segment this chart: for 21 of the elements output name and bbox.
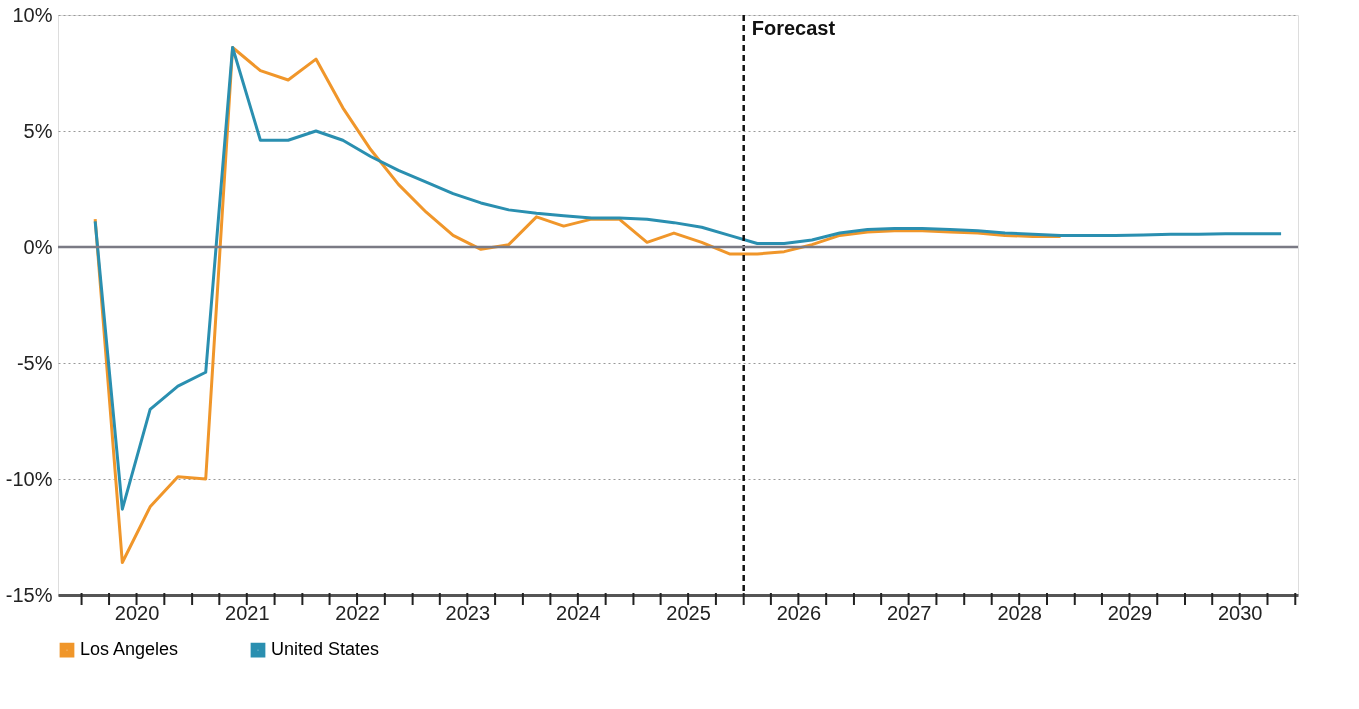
x-tick-label: 2020 bbox=[114, 601, 160, 624]
y-tick-label: 10% bbox=[12, 3, 53, 26]
x-tick-label: 2022 bbox=[335, 601, 380, 624]
x-tick-label: 2028 bbox=[997, 601, 1042, 624]
y-tick-label: -15% bbox=[5, 583, 53, 606]
y-tick-label: -5% bbox=[16, 351, 53, 374]
x-tick-label: 2024 bbox=[556, 601, 601, 624]
x-tick-label: 2030 bbox=[1217, 601, 1263, 624]
ref-line-label: Forecast bbox=[751, 17, 836, 39]
y-tick-label: -10% bbox=[5, 467, 53, 490]
y-tick-label: 5% bbox=[23, 119, 53, 142]
line-series bbox=[93, 45, 1283, 511]
x-tick-label: 2029 bbox=[1107, 601, 1153, 624]
x-tick-label: 2026 bbox=[776, 601, 822, 624]
legend-label: Los Angeles bbox=[80, 639, 179, 660]
y-tick-label: 0% bbox=[23, 235, 53, 258]
x-tick-label: 2027 bbox=[886, 601, 932, 624]
x-tick-label: 2021 bbox=[225, 601, 270, 624]
x-tick-label: 2025 bbox=[666, 601, 711, 624]
legend-label: United States bbox=[271, 639, 380, 660]
x-tick-label: 2023 bbox=[445, 601, 491, 624]
